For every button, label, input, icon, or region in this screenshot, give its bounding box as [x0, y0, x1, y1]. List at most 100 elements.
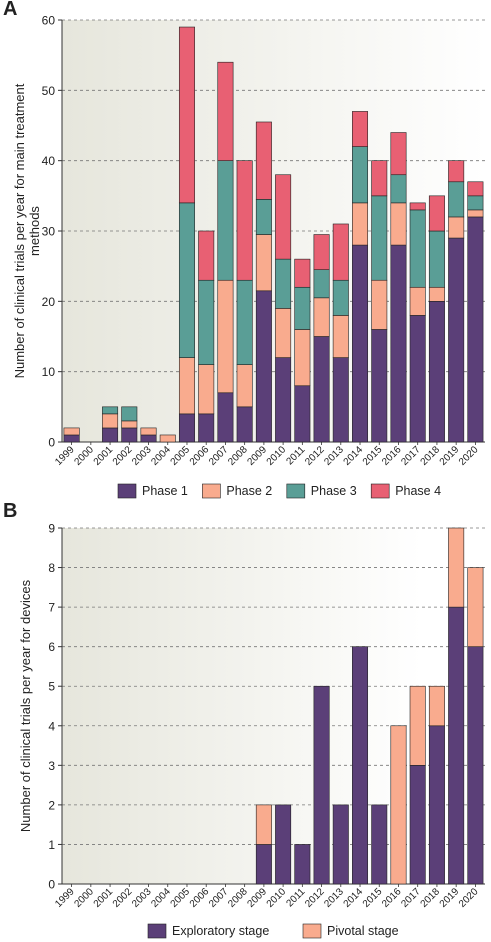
x-tick-label: 2016 [380, 444, 404, 468]
legend-swatch-phase-4 [370, 483, 390, 499]
bar-phase-3-2017 [409, 209, 426, 288]
bar-phase-3-2001 [102, 406, 119, 415]
bar-phase-4-2006 [198, 230, 215, 281]
bar-phase-4-2013 [332, 223, 349, 281]
y-tick-label: 20 [42, 295, 56, 309]
x-tick-label: 2012 [303, 444, 327, 468]
legend-label-phase-2: Phase 2 [226, 484, 272, 498]
y-tick-label: 3 [48, 759, 55, 773]
x-tick-label: 2019 [438, 886, 462, 910]
bar-exploratory-stage-2020 [467, 646, 484, 885]
legend-swatch-pivotal-stage [302, 923, 322, 939]
bar-pivotal-stage-2018 [428, 685, 445, 727]
x-tick-label: 2000 [72, 886, 96, 910]
bar-phase-4-2017 [409, 202, 426, 211]
bar-phase-1-2017 [409, 315, 426, 443]
panel-b-label: B [3, 500, 18, 522]
bar-phase-1-2011 [294, 385, 311, 443]
bar-phase-1-2019 [448, 237, 465, 443]
legend-swatch-phase-1 [117, 483, 137, 499]
bar-exploratory-stage-2011 [294, 844, 311, 885]
bar-phase-3-2014 [352, 146, 369, 204]
bar-phase-3-2008 [236, 279, 253, 365]
bar-phase-1-2010 [275, 357, 292, 443]
bar-pivotal-stage-2020 [467, 567, 484, 647]
y-tick-label: 1 [48, 838, 55, 852]
bar-exploratory-stage-2017 [409, 765, 426, 885]
x-tick-label: 2020 [457, 444, 481, 468]
x-tick-label: 2002 [111, 886, 135, 910]
chart-panel-b: 0123456789199920002001200220032004200520… [18, 522, 485, 939]
bar-phase-4-2008 [236, 160, 253, 281]
bar-phase-2-2011 [294, 329, 311, 387]
bar-phase-1-2013 [332, 357, 349, 443]
bar-phase-2-2010 [275, 308, 292, 358]
bar-phase-4-2010 [275, 174, 292, 260]
bar-exploratory-stage-2013 [332, 804, 349, 885]
x-tick-label: 2004 [149, 886, 173, 910]
bar-phase-1-2006 [198, 413, 215, 443]
bar-pivotal-stage-2019 [448, 527, 465, 608]
y-tick-label: 10 [42, 365, 56, 379]
x-tick-label: 2010 [265, 444, 289, 468]
x-tick-label: 2004 [149, 444, 173, 468]
panel-a-label: A [3, 0, 18, 20]
bar-phase-2-2019 [448, 216, 465, 239]
y-axis-label: Number of clinical trials per year for d… [18, 579, 33, 832]
bar-phase-1-2003 [140, 434, 157, 443]
bar-phase-2-2001 [102, 413, 119, 429]
bar-pivotal-stage-2017 [409, 685, 426, 766]
bar-phase-2-2018 [428, 286, 445, 302]
x-tick-label: 2015 [361, 444, 385, 468]
x-tick-label: 2005 [169, 444, 193, 468]
bar-phase-1-2014 [352, 244, 369, 443]
bar-phase-4-2019 [448, 160, 465, 183]
x-tick-label: 1999 [53, 886, 77, 910]
bar-phase-3-2005 [178, 202, 195, 358]
y-tick-label: 2 [48, 798, 55, 812]
bar-phase-2-2016 [390, 202, 407, 246]
x-tick-label: 2017 [399, 886, 423, 910]
bar-phase-4-2014 [352, 111, 369, 147]
bar-pivotal-stage-2009 [255, 804, 272, 845]
x-tick-label: 2019 [438, 444, 462, 468]
x-tick-label: 2017 [399, 444, 423, 468]
bar-phase-4-2007 [217, 61, 234, 161]
bar-phase-1-2001 [102, 427, 119, 443]
x-tick-label: 2006 [188, 886, 212, 910]
y-tick-label: 6 [48, 640, 55, 654]
bar-phase-1-2018 [428, 301, 445, 443]
legend-label-exploratory-stage: Exploratory stage [172, 924, 269, 938]
x-tick-label: 2009 [245, 886, 269, 910]
y-axis-label: Number of clinical trials per year for m… [12, 83, 42, 378]
bar-phase-1-2020 [467, 216, 484, 443]
bar-phase-2-2008 [236, 364, 253, 408]
x-tick-label: 2008 [226, 886, 250, 910]
bar-phase-3-2009 [255, 199, 272, 235]
bar-phase-2-2007 [217, 279, 234, 394]
y-tick-label: 7 [48, 601, 55, 615]
x-tick-label: 2014 [342, 444, 366, 468]
bar-phase-2-2015 [371, 279, 388, 330]
bar-phase-2-2005 [178, 357, 195, 415]
bar-phase-4-2020 [467, 181, 484, 197]
chart-panel-a: 0102030405060199920002001200220032004200… [12, 14, 485, 499]
bar-exploratory-stage-2009 [255, 844, 272, 885]
x-tick-label: 2018 [419, 886, 443, 910]
bar-phase-3-2011 [294, 286, 311, 330]
bar-phase-2-2014 [352, 202, 369, 246]
y-tick-label: 9 [48, 522, 55, 536]
x-tick-label: 2013 [322, 444, 346, 468]
y-tick-label: 8 [48, 561, 55, 575]
bar-phase-3-2006 [198, 279, 215, 365]
bar-phase-2-2003 [140, 427, 157, 436]
bar-phase-4-2011 [294, 258, 311, 288]
bar-phase-2-1999 [63, 427, 80, 436]
x-tick-label: 2011 [284, 444, 307, 467]
bar-exploratory-stage-2012 [313, 685, 330, 885]
legend-swatch-phase-2 [202, 483, 221, 499]
bar-phase-3-2002 [121, 406, 138, 422]
bar-exploratory-stage-2018 [428, 725, 445, 885]
bar-phase-3-2010 [275, 258, 292, 309]
